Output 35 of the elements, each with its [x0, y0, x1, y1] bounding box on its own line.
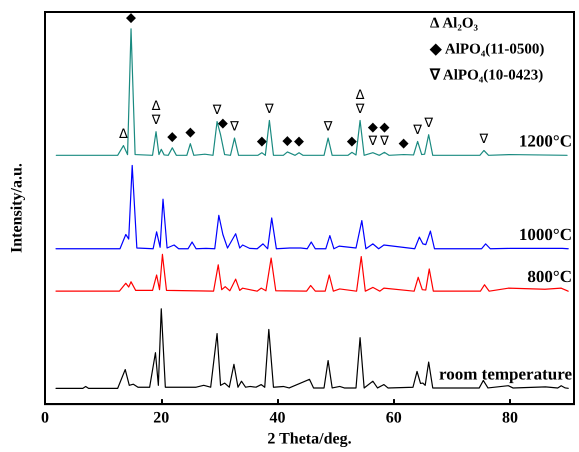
annotation: Δ Al₂O₃ — [430, 16, 478, 32]
annotation: Δ ∇ — [150, 99, 161, 128]
x-tick-label: 40 — [270, 410, 286, 427]
annotation: ∇ — [229, 120, 240, 135]
annotation: ◆ — [346, 134, 357, 149]
annotation: ◆ — [167, 129, 178, 144]
annotation: ◆ — [282, 133, 292, 148]
annotation: ◆ — [126, 10, 136, 26]
x-tick-label: 80 — [502, 410, 518, 427]
annotation: Δ ∇ — [354, 88, 365, 117]
annotation: ◆ — [185, 125, 196, 140]
annotation: ∇ — [264, 102, 274, 117]
annotation: ∇ — [478, 132, 489, 147]
annotation: ∇ AlPO₄(10-0423) — [429, 68, 544, 84]
series-label: 1000°C — [518, 224, 572, 244]
annotation: ∇ — [212, 103, 222, 118]
annotation: ◆ — [256, 134, 267, 150]
x-tick-label: 60 — [386, 410, 402, 427]
annotation: ◆ ∇ — [368, 120, 378, 150]
x-tick-label: 20 — [153, 410, 170, 427]
annotation: Δ — [119, 127, 128, 142]
x-axis-title: 2 Theta/deg. — [267, 430, 352, 448]
annotation: ◆ ∇ — [379, 120, 390, 149]
annotation: ∇ — [412, 122, 422, 138]
annotation: ◆ — [294, 134, 304, 150]
series-label: 800°C — [527, 267, 572, 286]
series-label: room temperature — [439, 364, 572, 384]
annotation: ∇ — [423, 116, 434, 132]
annotation: ◆ AlPO₄(11-0500) — [429, 42, 544, 58]
annotation: ◆ — [398, 136, 409, 152]
annotation: ◆ — [218, 116, 228, 132]
x-tick-label: 0 — [41, 410, 49, 427]
annotation: ∇ — [322, 120, 333, 135]
y-axis-title: Intensity/a.u. — [8, 163, 26, 253]
series-label: 1200°C — [518, 131, 572, 150]
